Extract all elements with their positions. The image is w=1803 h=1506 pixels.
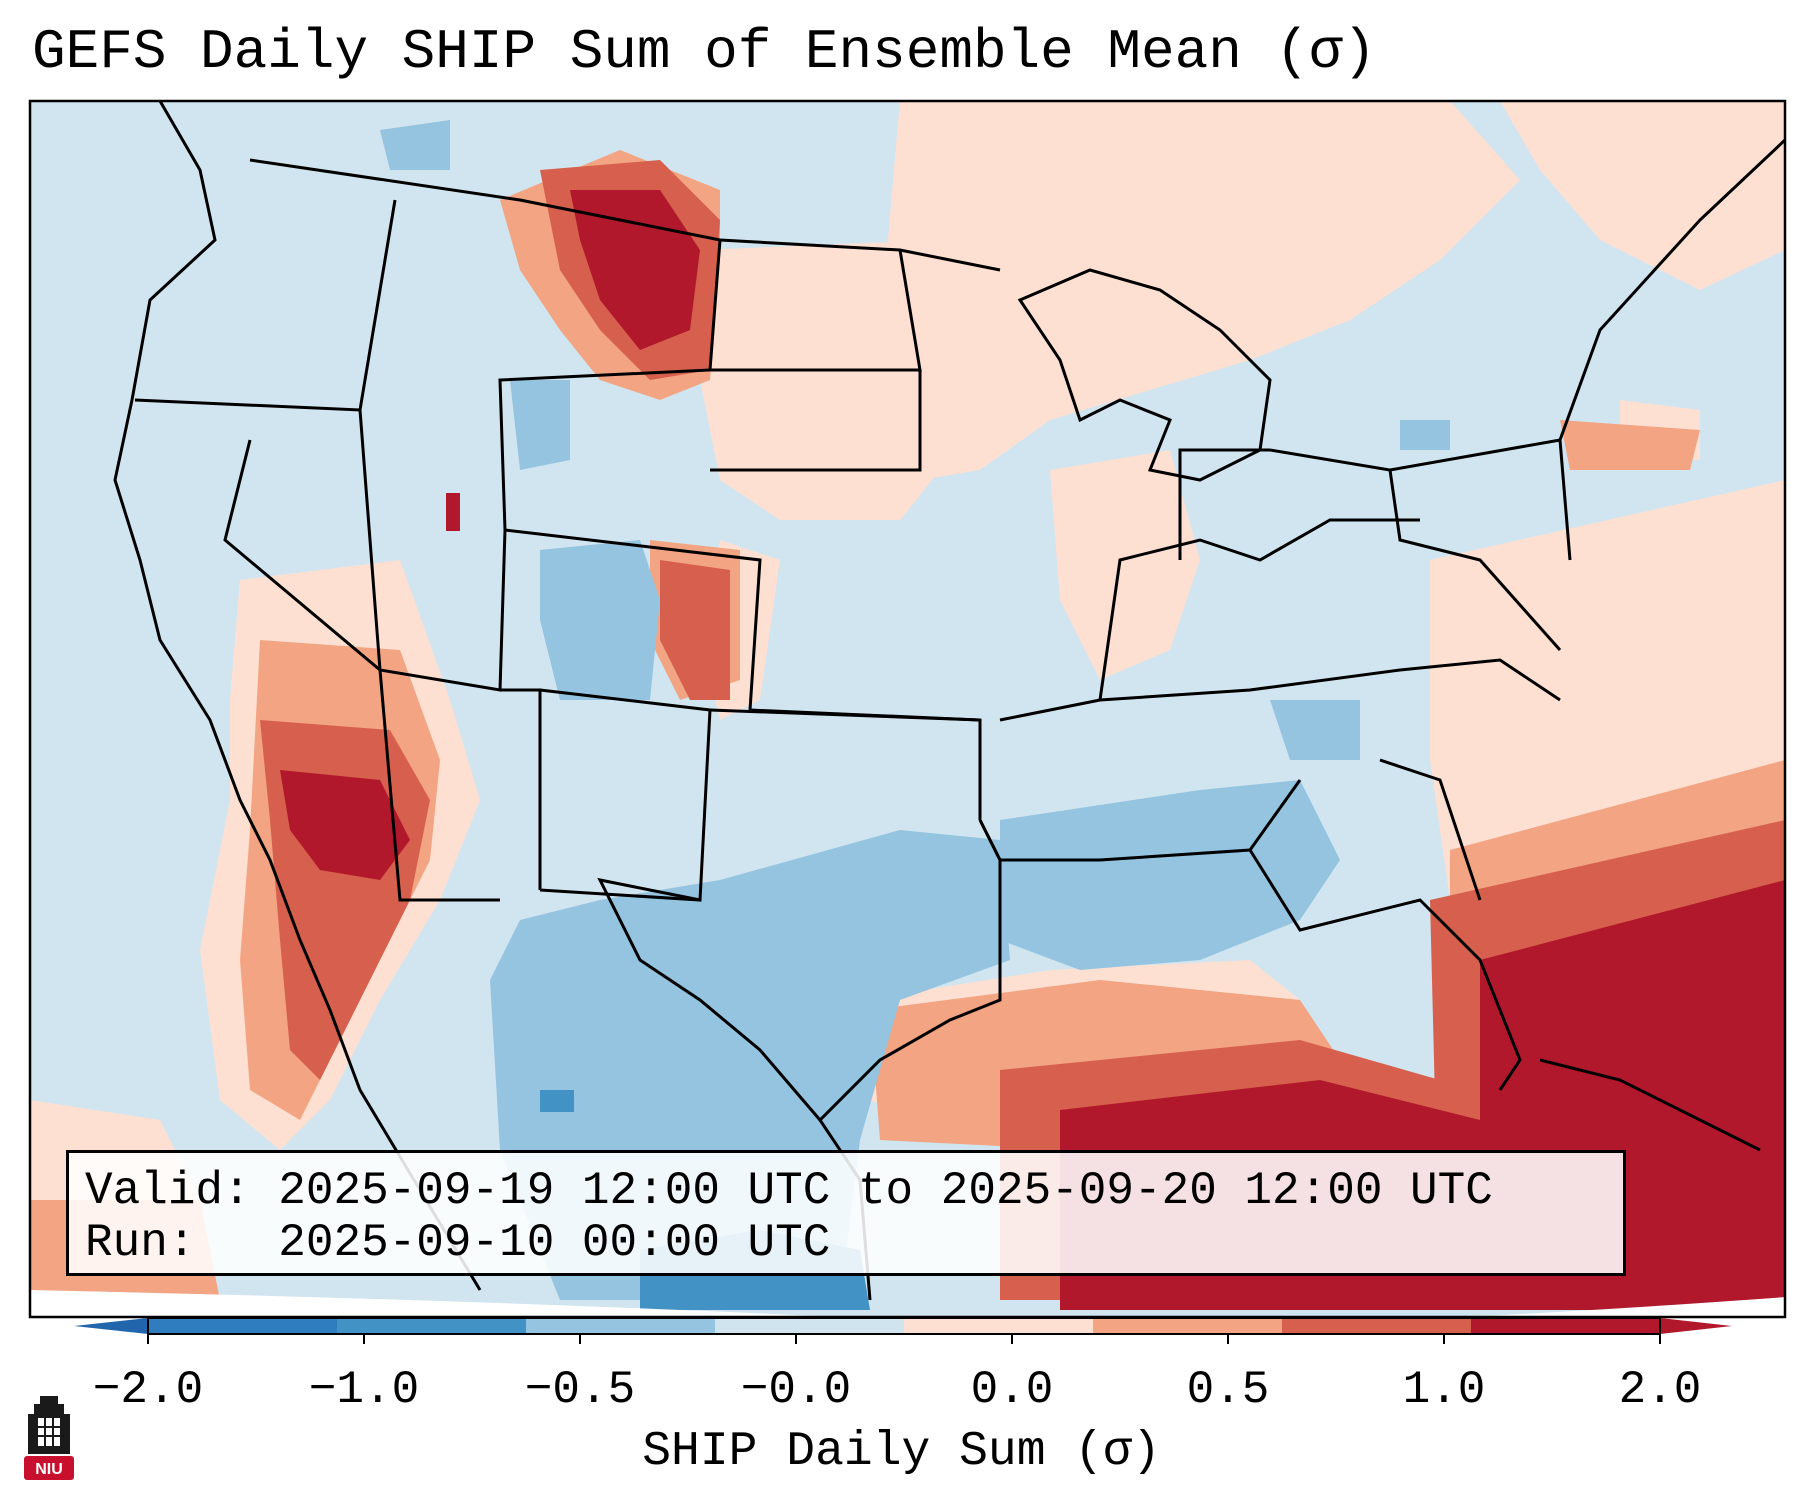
map-title: GEFS Daily SHIP Sum of Ensemble Mean (σ) — [32, 20, 1377, 84]
colorbar-segment — [1093, 1318, 1283, 1334]
colorbar-tick-label: −1.0 — [309, 1364, 419, 1416]
run-label: Run: — [85, 1217, 196, 1269]
colorbar-segment — [1471, 1318, 1661, 1334]
cuba-outline — [1539, 1058, 1761, 1152]
niu-logo: NIU — [24, 1396, 74, 1480]
colorbar-segment — [148, 1318, 338, 1334]
university-tower-icon — [28, 1396, 70, 1454]
colorbar-segment — [337, 1318, 527, 1334]
colorbar: −2.0 −1.0 −0.5 −0.0 0.0 0.5 1.0 2.0 — [74, 1317, 1732, 1416]
logo-badge — [24, 1456, 74, 1480]
valid-value: 2025-09-19 12:00 UTC to 2025-09-20 12:00… — [278, 1165, 1493, 1217]
colorbar-extend-high — [1660, 1318, 1732, 1334]
colorbar-tick-label: 1.0 — [1403, 1364, 1486, 1416]
colorbar-tick-label: −2.0 — [93, 1364, 203, 1416]
valid-line: Valid: 2025-09-19 12:00 UTC to 2025-09-2… — [85, 1165, 1493, 1217]
colorbar-segment — [715, 1318, 905, 1334]
map-plot-area — [30, 101, 1785, 1317]
colorbar-tick-label: −0.0 — [741, 1364, 851, 1416]
logo-text: NIU — [35, 1461, 63, 1478]
valid-label: Valid: — [85, 1165, 251, 1217]
run-line: Run: 2025-09-10 00:00 UTC — [85, 1217, 830, 1269]
info-box: Valid: 2025-09-19 12:00 UTC to 2025-09-2… — [66, 1150, 1626, 1276]
colorbar-extend-low — [74, 1318, 148, 1334]
colorbar-tick-label: 0.5 — [1187, 1364, 1270, 1416]
west-coastline — [113, 101, 362, 1091]
colorbar-outline — [147, 1317, 1661, 1335]
colorbar-tick-label: 0.0 — [971, 1364, 1054, 1416]
colorbar-label: SHIP Daily Sum (σ) — [642, 1425, 1161, 1479]
colorbar-segment — [526, 1318, 716, 1334]
colorbar-tick-label: −0.5 — [525, 1364, 635, 1416]
run-value: 2025-09-10 00:00 UTC — [278, 1217, 831, 1269]
colorbar-segment — [904, 1318, 1094, 1334]
political-boundaries — [113, 101, 1785, 1301]
colorbar-tick-label: 2.0 — [1619, 1364, 1702, 1416]
colorbar-segment — [1282, 1318, 1472, 1334]
